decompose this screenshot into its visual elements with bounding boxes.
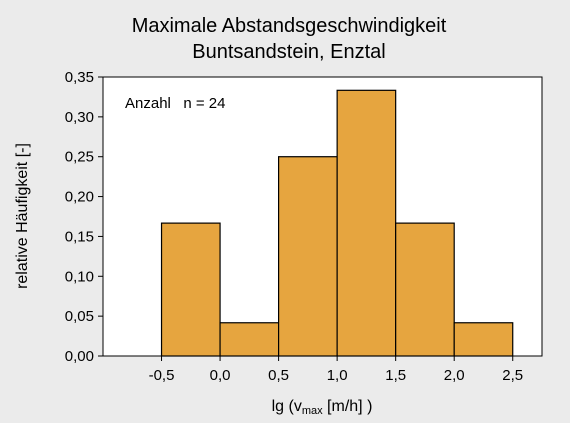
x-axis-label-subscript: max xyxy=(302,405,323,417)
histogram-bar-0 xyxy=(160,222,221,357)
histogram-bar-1 xyxy=(219,322,280,357)
y-tick-label: 0,00 xyxy=(65,348,94,365)
histogram-bar-3 xyxy=(336,89,397,357)
y-axis-ticks: 0,00 0,05 0,10 0,15 0,20 0,25 0,30 0,35 xyxy=(65,69,103,365)
y-tick-label: 0,30 xyxy=(65,109,94,126)
chart-subtitle: Buntsandstein, Enztal xyxy=(192,41,385,63)
x-axis-label: lg (vmax [m/h] ) xyxy=(272,398,373,417)
chart-title: Maximale Abstandsgeschwindigkeit xyxy=(132,15,447,37)
y-axis-label: relative Häufigkeit [-] xyxy=(14,143,31,289)
x-tick-label: 1,5 xyxy=(385,367,406,384)
y-tick-label: 0,35 xyxy=(65,69,94,86)
y-tick-label: 0,20 xyxy=(65,189,94,206)
x-tick-label: 0,0 xyxy=(210,367,231,384)
y-tick-label: 0,05 xyxy=(65,308,94,325)
sample-size-annotation: Anzahl n = 24 xyxy=(125,95,226,112)
histogram-bar-4 xyxy=(395,222,455,357)
y-tick-label: 0,25 xyxy=(65,149,94,166)
x-tick-label: -0,5 xyxy=(149,367,175,384)
histogram-bar-5 xyxy=(453,322,514,357)
x-tick-label: 2,5 xyxy=(502,367,523,384)
x-tick-label: 2,0 xyxy=(444,367,465,384)
x-tick-label: 0,5 xyxy=(268,367,289,384)
y-tick-label: 0,15 xyxy=(65,228,94,245)
y-tick-label: 0,10 xyxy=(65,268,94,285)
bars-group xyxy=(160,89,514,357)
x-tick-label: 1,0 xyxy=(327,367,348,384)
histogram-bar-2 xyxy=(278,156,338,357)
x-axis-label-prefix: lg (v xyxy=(272,398,302,415)
x-axis-ticks: -0,5 0,0 0,5 1,0 1,5 2,0 2,5 xyxy=(149,356,523,384)
x-axis-label-suffix: [m/h] ) xyxy=(323,398,373,415)
